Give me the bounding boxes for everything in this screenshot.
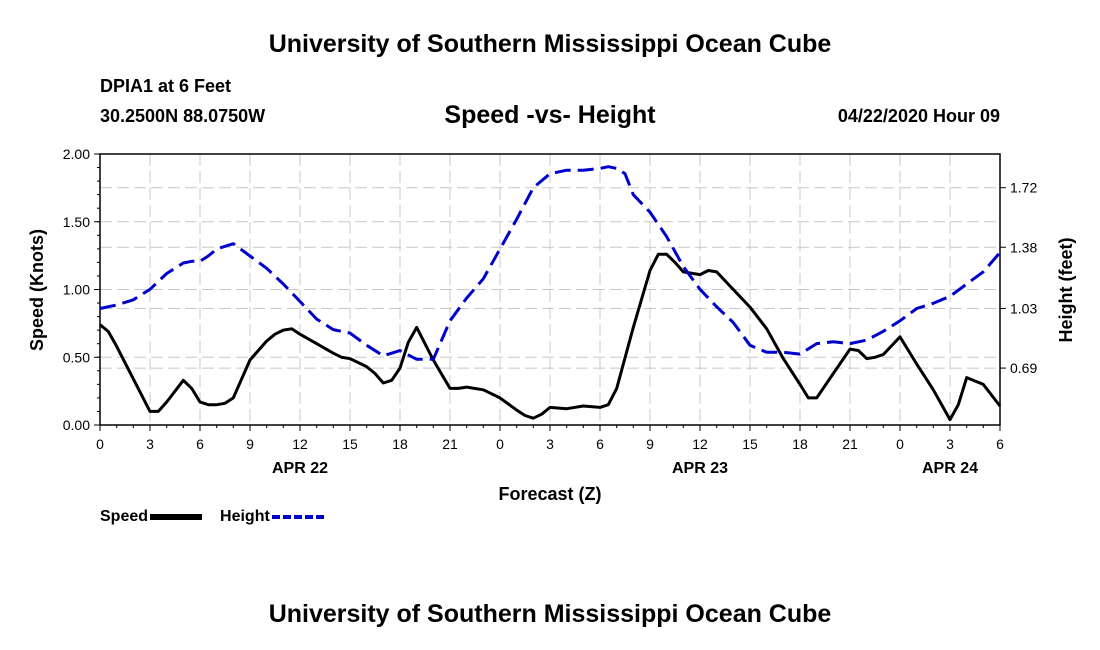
date-label: APR 24 xyxy=(922,460,978,477)
series-line-height xyxy=(99,165,1002,361)
x-tick-label: 0 xyxy=(496,436,504,452)
x-tick-label: 21 xyxy=(842,436,858,452)
grid-layer xyxy=(100,154,1000,425)
series-layer xyxy=(99,165,1002,422)
legend: Speed Height xyxy=(100,508,342,526)
x-tick-label: 21 xyxy=(442,436,458,452)
y-tick-label: 1.50 xyxy=(63,214,90,230)
y2-tick-label: 1.03 xyxy=(1010,301,1037,317)
x-tick-label: 3 xyxy=(546,436,554,452)
x-tick-label: 15 xyxy=(742,436,758,452)
legend-swatch-height xyxy=(271,515,324,519)
ticks-layer xyxy=(94,153,1006,431)
station-coords: 30.2500N 88.0750W xyxy=(100,106,266,126)
org-title-top: University of Southern Mississippi Ocean… xyxy=(268,30,832,58)
run-time: 04/22/2020 Hour 09 xyxy=(837,106,1000,126)
x-tick-label: 0 xyxy=(96,436,104,452)
x-tick-label: 12 xyxy=(692,436,708,452)
y-axis-title-speed: Speed (Knots) xyxy=(27,229,47,351)
legend-item-speed: Speed xyxy=(100,508,203,526)
x-tick-label: 15 xyxy=(342,436,358,452)
y-tick-label: 1.00 xyxy=(63,282,90,298)
y2-tick-label: 1.72 xyxy=(1010,180,1037,196)
station-name: DPIA1 at 6 Feet xyxy=(100,76,232,96)
x-tick-label: 9 xyxy=(646,436,654,452)
legend-swatch-speed xyxy=(150,514,203,520)
org-title-bottom: University of Southern Mississippi Ocean… xyxy=(268,600,832,628)
chart-title: Speed -vs- Height xyxy=(444,101,656,129)
labels-layer: 0 3 6 9 12 15 18 21 0 3 6 9 12 15 18 21 0 3 6 0.00 0.50 1.00 1… xyxy=(63,146,1038,477)
x-tick-label: 3 xyxy=(146,436,154,452)
legend-label-speed: Speed xyxy=(100,508,149,525)
y-tick-label: 0.00 xyxy=(63,417,90,433)
x-tick-label: 18 xyxy=(392,436,408,452)
x-tick-label: 3 xyxy=(946,436,954,452)
x-tick-label: 9 xyxy=(246,436,254,452)
y2-tick-label: 0.69 xyxy=(1010,360,1037,376)
x-tick-label: 6 xyxy=(996,436,1004,452)
x-axis-title: Forecast (Z) xyxy=(498,484,601,504)
x-tick-label: 18 xyxy=(792,436,808,452)
date-label: APR 23 xyxy=(672,460,728,477)
y-tick-label: 0.50 xyxy=(63,349,90,365)
x-tick-label: 6 xyxy=(196,436,204,452)
x-tick-label: 12 xyxy=(292,436,308,452)
y-axis-title-height: Height (feet) xyxy=(1056,238,1076,343)
legend-item-height: Height xyxy=(220,508,324,526)
y2-tick-label: 1.38 xyxy=(1010,239,1037,255)
x-tick-label: 0 xyxy=(896,436,904,452)
legend-label-height: Height xyxy=(220,508,270,525)
series-line-speed xyxy=(99,252,1002,422)
x-tick-label: 6 xyxy=(596,436,604,452)
y-tick-label: 2.00 xyxy=(63,146,90,162)
date-label: APR 22 xyxy=(272,460,328,477)
